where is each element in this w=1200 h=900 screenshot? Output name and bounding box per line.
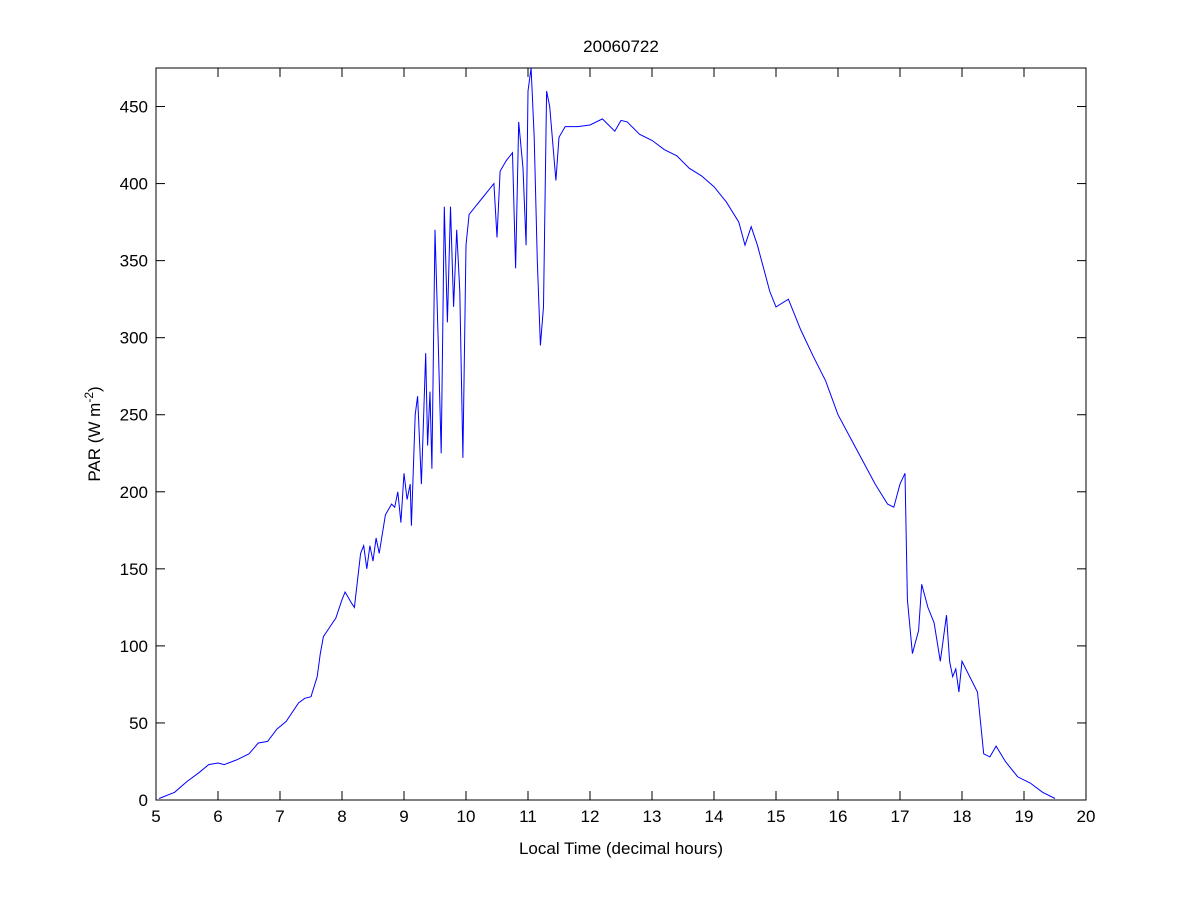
x-tick-label: 19 xyxy=(1015,807,1034,826)
y-tick-label: 100 xyxy=(120,637,148,656)
y-tick-label: 50 xyxy=(129,714,148,733)
y-tick-label: 400 xyxy=(120,175,148,194)
x-axis-ticks: 5 6 7 8 9 10 11 12 13 14 15 16 17 18 19 20 xyxy=(151,68,1095,826)
y-tick-label: 450 xyxy=(120,98,148,117)
x-tick-label: 5 xyxy=(151,807,160,826)
x-tick-label: 11 xyxy=(519,807,537,826)
y-tick-label: 150 xyxy=(120,560,148,579)
x-tick-label: 16 xyxy=(829,807,848,826)
y-tick-label: 250 xyxy=(120,406,148,425)
y-tick-label: 0 xyxy=(139,791,148,810)
y-axis-ticks: 0 50 100 150 200 250 300 350 400 450 xyxy=(120,98,1086,810)
x-tick-label: 9 xyxy=(399,807,408,826)
x-tick-label: 20 xyxy=(1077,807,1096,826)
x-tick-label: 17 xyxy=(891,807,910,826)
x-tick-label: 6 xyxy=(213,807,222,826)
y-tick-label: 350 xyxy=(120,252,148,271)
plot-area xyxy=(155,67,1087,801)
y-tick-label: 200 xyxy=(120,483,148,502)
x-tick-label: 8 xyxy=(337,807,346,826)
x-tick-label: 7 xyxy=(275,807,284,826)
y-tick-label: 300 xyxy=(120,329,148,348)
x-tick-label: 12 xyxy=(581,807,600,826)
x-tick-label: 10 xyxy=(457,807,476,826)
series-line-par xyxy=(158,67,1056,799)
y-axis-label: PAR (W m-2) xyxy=(82,386,104,481)
x-tick-label: 15 xyxy=(767,807,786,826)
x-axis-label: Local Time (decimal hours) xyxy=(519,839,723,858)
x-tick-label: 18 xyxy=(953,807,972,826)
x-tick-label: 14 xyxy=(705,807,724,826)
chart-title: 20060722 xyxy=(583,37,659,56)
x-tick-label: 13 xyxy=(643,807,662,826)
